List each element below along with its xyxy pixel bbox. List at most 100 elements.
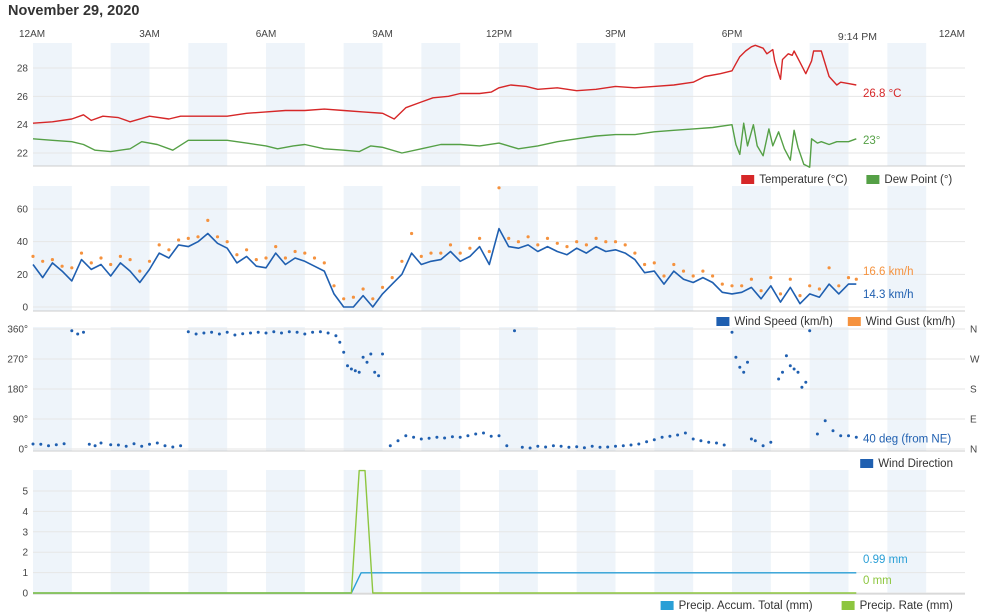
time-band: [499, 43, 538, 166]
legend-label: Wind Speed (km/h): [734, 316, 833, 328]
wind-gust-point: [798, 294, 802, 298]
time-band: [33, 43, 72, 166]
dew-point-line: [32, 122, 857, 168]
chart-panel: 0 20 40 60 16.6 km/h 14.3 km/h Wind Gust (km/h…: [17, 186, 965, 328]
wind-direction-point: [148, 442, 151, 446]
wind-direction-point: [140, 444, 144, 448]
wind-gust-point: [245, 248, 249, 252]
wind-gust-point: [778, 292, 783, 296]
wind-gust-point: [342, 297, 346, 301]
time-band: [732, 43, 771, 166]
y-tick-label: 60: [17, 205, 29, 216]
wind-direction-point: [377, 374, 381, 378]
wind-direction-point: [738, 365, 742, 369]
wind-gust-point: [293, 249, 297, 254]
wind-direction-point: [734, 355, 738, 359]
wind-gust-point: [854, 277, 858, 281]
wind-gust-point: [633, 251, 637, 255]
time-band: [576, 186, 616, 311]
wind-direction-point: [458, 435, 462, 439]
wind-gust-point: [691, 274, 695, 278]
wind-direction-point: [544, 445, 548, 449]
legend: Wind Direction: [860, 458, 953, 470]
legend-swatch: [847, 317, 861, 326]
y-tick-label: 40: [17, 237, 29, 248]
wind-direction-point: [520, 445, 524, 449]
wind-gust-point: [206, 218, 210, 222]
wind-gust-point: [400, 259, 404, 263]
wind-direction-point: [233, 333, 237, 337]
wind-direction-point: [412, 435, 416, 439]
time-band: [654, 43, 694, 166]
wind-gust-point: [196, 235, 200, 239]
time-axis: 12AM 3AM 6AM 9AM 12PM 3PM 6PM 12AM: [19, 29, 965, 40]
y-tick-label: 270°: [7, 355, 28, 366]
wind-direction-point: [489, 434, 493, 438]
wind-gust-point: [157, 243, 161, 247]
wind-direction-point: [225, 330, 229, 334]
wind-direction-point: [76, 332, 80, 336]
wind-direction-point: [369, 352, 373, 356]
wind-direction-point: [396, 439, 400, 443]
wind-gust-point: [555, 241, 559, 245]
wind-direction-point: [629, 443, 633, 447]
wind-direction-point: [796, 370, 800, 374]
legend-swatch: [741, 175, 755, 184]
wind-direction-point: [82, 330, 85, 334]
wind-direction-point: [47, 444, 50, 448]
wind-direction-point: [668, 434, 672, 438]
y-tick-label: 0: [22, 589, 28, 600]
wind-gust-point: [711, 274, 715, 278]
wind-direction-point: [590, 444, 594, 448]
wind-gust-point: [99, 256, 103, 260]
time-band: [887, 43, 927, 166]
wind-gust-point: [720, 282, 724, 286]
wind-direction-point: [621, 444, 625, 448]
wind-direction-point: [93, 444, 97, 448]
wind-gust-point: [109, 262, 113, 267]
wind-direction-point: [652, 438, 656, 442]
wind-direction-point: [311, 330, 315, 334]
wind-gust-point: [662, 274, 666, 278]
compass-label: E: [970, 415, 977, 426]
wind-gust-point: [749, 277, 754, 281]
wind-gust-point: [264, 256, 268, 260]
wind-direction-point: [722, 443, 726, 447]
wind-gust-point: [487, 249, 491, 254]
wind-gust-point: [448, 243, 453, 247]
current-value-label: 26.8 °C: [863, 88, 901, 100]
wind-gust-point: [652, 261, 656, 265]
wind-direction-point: [443, 436, 447, 440]
wind-gust-point: [788, 277, 792, 281]
time-band: [887, 186, 927, 311]
wind-gust-point: [60, 264, 64, 268]
time-band: [654, 186, 694, 311]
compass-label: N: [970, 445, 977, 456]
y-tick-label: 180°: [7, 385, 28, 396]
time-tick-label: 9AM: [372, 29, 393, 40]
wind-direction-point: [645, 440, 649, 444]
wind-gust-point: [827, 266, 831, 270]
wind-direction-point: [241, 332, 245, 336]
wind-gust-point: [526, 235, 530, 239]
time-band: [110, 186, 150, 311]
wind-gust-point: [41, 259, 45, 263]
legend-swatch: [716, 317, 730, 326]
wind-gust-point: [507, 236, 511, 240]
wind-gust-point: [769, 276, 773, 280]
wind-gust-point: [439, 251, 443, 255]
current-value-label: 14.3 km/h: [863, 289, 914, 301]
wind-direction-point: [287, 330, 291, 334]
y-tick-label: 20: [17, 270, 29, 281]
wind-gust-point: [138, 269, 142, 273]
wind-direction-point: [62, 442, 66, 446]
time-tick-label: 3AM: [139, 29, 160, 40]
wind-gust-point: [565, 245, 569, 249]
compass-label: S: [970, 385, 977, 396]
wind-gust-point: [604, 240, 608, 244]
legend-swatch: [860, 459, 874, 468]
wind-gust-point: [303, 251, 307, 255]
wind-speed-line: [32, 227, 857, 308]
wind-direction-point: [124, 444, 128, 448]
